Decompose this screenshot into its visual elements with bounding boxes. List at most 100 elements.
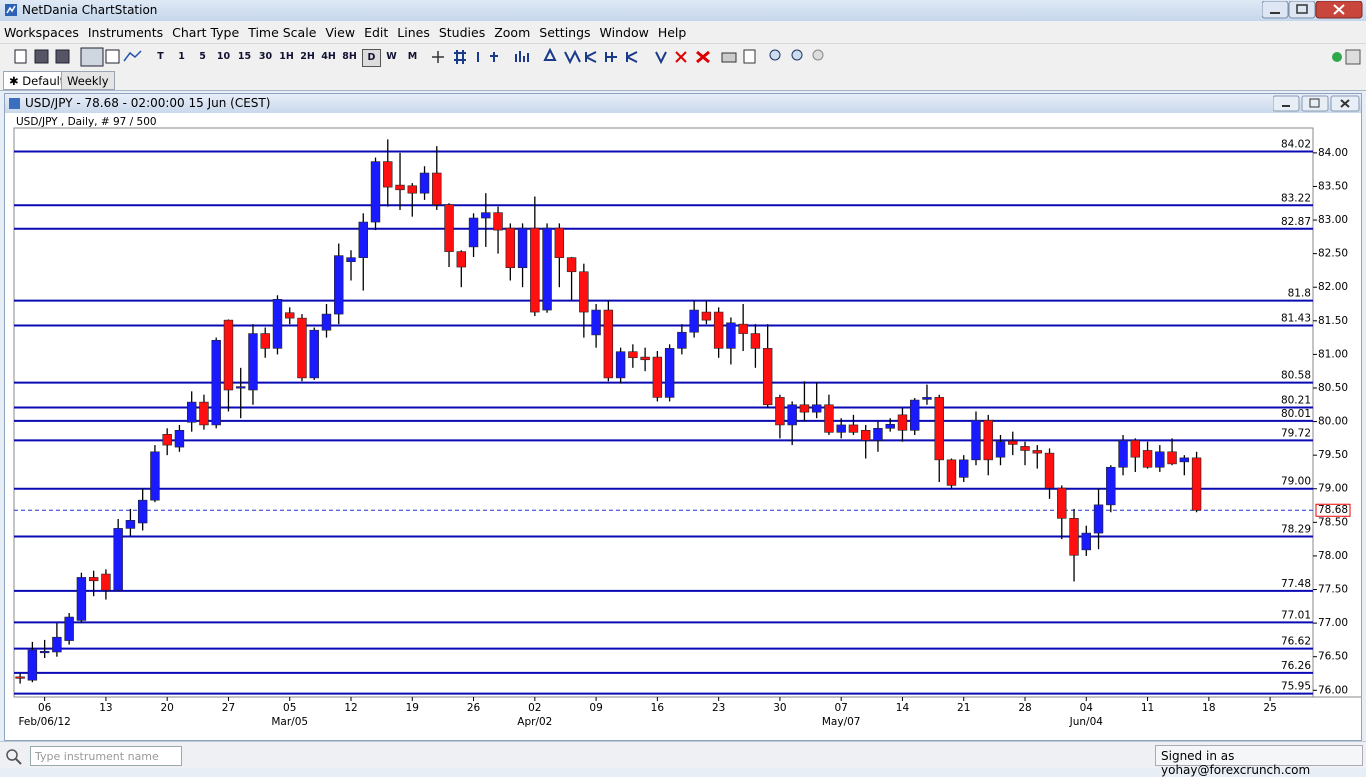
menu-item[interactable]: Lines (397, 24, 430, 40)
chart-window-title: USD/JPY - 78.68 - 02:00:00 15 Jun (CEST) (25, 96, 271, 110)
timeframe-button[interactable]: 10 (216, 51, 231, 62)
last-price-label: 78.68 (1318, 504, 1348, 516)
candle-body (897, 414, 908, 431)
timeframe-button[interactable]: 2H (300, 51, 315, 62)
y-tick-label: 77.00 (1318, 617, 1348, 629)
timeframe-button[interactable]: D (362, 49, 381, 67)
candle-body (52, 636, 62, 653)
candle-body (542, 227, 552, 311)
y-tick-label: 81.50 (1318, 315, 1348, 327)
x-tick-label: 13 (99, 702, 112, 714)
candle-body (677, 331, 687, 349)
menu-item[interactable]: Studies (438, 24, 486, 40)
candle-body (113, 528, 123, 591)
status-bar: Type instrument name Signed in as yohay@… (0, 741, 1366, 777)
timeframe-button[interactable]: 8H (342, 51, 357, 62)
candle-body (1008, 440, 1018, 445)
menu-item[interactable]: View (325, 24, 356, 40)
x-tick-label: 19 (406, 702, 419, 714)
candle-body (297, 317, 307, 379)
x-tick-label: 07 (835, 702, 848, 714)
candle-body (1106, 466, 1116, 506)
menu-item[interactable]: Instruments (87, 24, 164, 40)
y-tick-label: 82.50 (1318, 248, 1348, 260)
candle-body (370, 161, 381, 223)
candle-body (1044, 452, 1055, 489)
candle-body (664, 348, 675, 398)
x-tick-label: 23 (712, 702, 725, 714)
menu-item[interactable]: Window (599, 24, 649, 40)
timeframe-button[interactable]: M (407, 51, 418, 62)
candle-body (946, 459, 957, 486)
menu-item[interactable]: Help (657, 24, 687, 40)
candle-body (1155, 451, 1165, 468)
candle-body (150, 451, 160, 501)
candle-body (481, 212, 491, 219)
timeframe-button[interactable]: 4H (321, 51, 336, 62)
candle-body (566, 257, 577, 273)
level-label: 76.26 (1281, 660, 1311, 672)
candle-body (248, 333, 258, 391)
timeframe-button[interactable]: 15 (237, 51, 252, 62)
y-tick-label: 76.50 (1318, 651, 1348, 663)
timeframe-button[interactable]: W (386, 51, 397, 62)
x-tick-label: 26 (467, 702, 481, 714)
candle-body (726, 322, 736, 349)
candle-body (995, 441, 1006, 458)
candle-body (738, 323, 748, 334)
window-controls[interactable] (1262, 1, 1364, 19)
candle-body (860, 430, 871, 441)
timeframe-button[interactable]: 1H (279, 51, 294, 62)
menu-item[interactable]: Chart Type (172, 24, 240, 40)
candle-body (517, 227, 528, 269)
level-label: 80.58 (1281, 370, 1311, 382)
candle-body (652, 356, 663, 398)
last-price-box (1315, 503, 1351, 517)
candle-body (530, 227, 540, 313)
signed-in-text: Signed in as yohay@forexcrunch.com (1161, 749, 1311, 777)
x-tick-label: 02 (528, 702, 541, 714)
timeframe-button[interactable]: 30 (258, 51, 273, 62)
tab[interactable]: ✱ Default (3, 71, 71, 90)
level-label: 80.21 (1281, 394, 1311, 406)
x-tick-label: 20 (160, 702, 173, 714)
candle-body (1191, 457, 1202, 511)
y-tick-label: 80.50 (1318, 382, 1348, 394)
x-tick-label: 09 (589, 702, 602, 714)
menu-item[interactable]: Workspaces (4, 24, 79, 40)
menu-item[interactable]: Zoom (494, 24, 531, 40)
candle-body (27, 649, 38, 681)
candle-body (799, 404, 810, 413)
candle-body (824, 404, 834, 433)
timeframe-button[interactable]: 5 (199, 51, 206, 62)
candle-body (223, 319, 234, 391)
chart-window-controls[interactable] (1273, 95, 1361, 112)
candle-body (983, 419, 993, 461)
tab[interactable]: Weekly (61, 71, 115, 90)
y-tick-label: 76.00 (1318, 684, 1348, 696)
timeframe-button[interactable]: 1 (178, 51, 185, 62)
chart-window-title-bar: USD/JPY - 78.68 - 02:00:00 15 Jun (CEST) (5, 94, 1361, 113)
candle-body (848, 424, 859, 433)
candle-body (1142, 450, 1153, 468)
x-tick-label: 28 (1018, 702, 1031, 714)
candle-body (162, 434, 172, 446)
menu-item[interactable]: Time Scale (248, 24, 317, 40)
timeframe-button[interactable]: T (157, 51, 164, 62)
instrument-input[interactable]: Type instrument name (30, 746, 182, 766)
candle-body (591, 309, 601, 336)
candle-body (1069, 518, 1079, 556)
level-label: 79.72 (1281, 427, 1311, 439)
menu-item[interactable]: Edit (364, 24, 389, 40)
candle-body (64, 616, 74, 641)
menu-item[interactable]: Settings (539, 24, 591, 40)
level-label: 81.43 (1281, 313, 1311, 325)
y-tick-label: 77.50 (1318, 584, 1348, 596)
menu-bar: Workspaces Instruments Chart Type Time Scal… (0, 21, 1366, 43)
candle-body (1093, 504, 1104, 534)
candle-body (959, 459, 969, 478)
candle-body (603, 309, 614, 379)
y-tick-label: 80.00 (1318, 416, 1348, 428)
tab-label: ✱ (9, 74, 23, 88)
